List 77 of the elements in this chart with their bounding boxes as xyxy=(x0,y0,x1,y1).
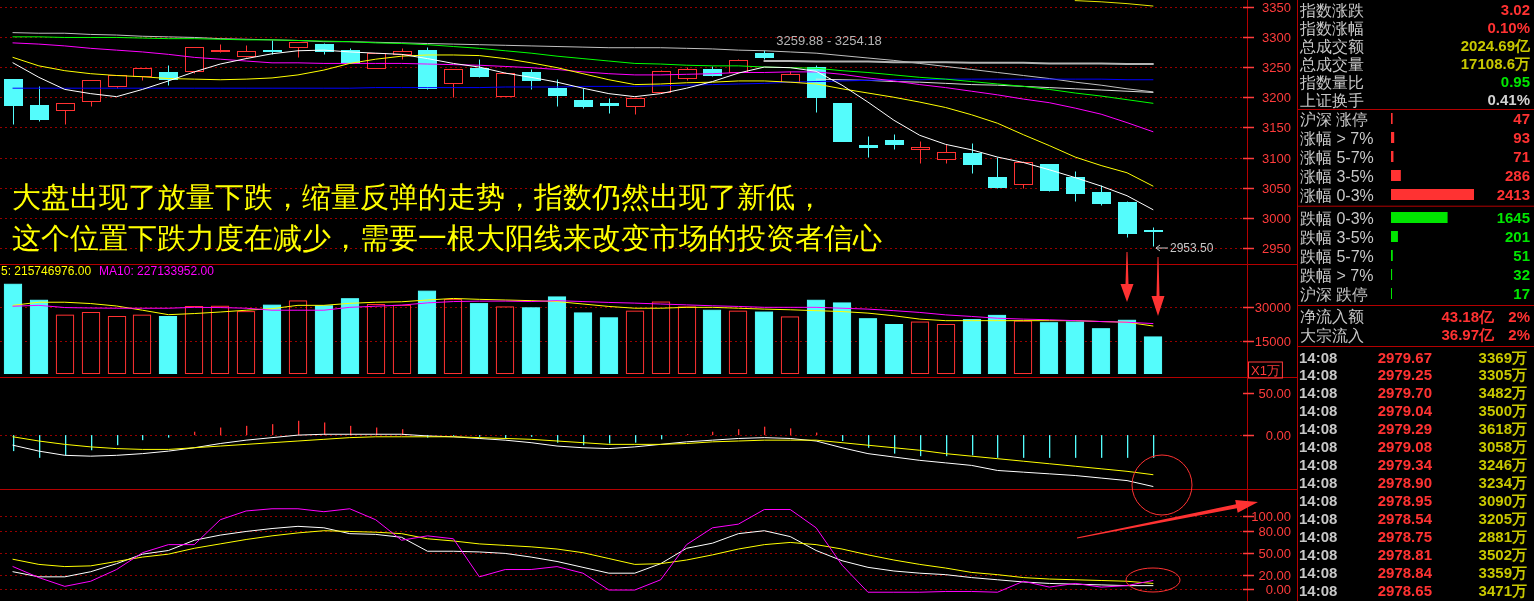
text: 0.41% xyxy=(1487,91,1530,108)
text: 14:08 2978.95 3090万 xyxy=(1299,492,1527,510)
y-tick-label: 3350 xyxy=(1262,0,1291,15)
text: 14:08 2979.25 3305万 xyxy=(1299,366,1527,384)
text: 上证换手 xyxy=(1300,91,1364,109)
y-tick-label: 涨幅 0-3% xyxy=(1300,186,1374,204)
y-tick-label: 3100 xyxy=(1262,151,1291,166)
y-tick-label: 跌幅 3-5% xyxy=(1300,228,1374,246)
y-tick-label: 0.00 xyxy=(1265,582,1291,597)
y-tick-label: 30000 xyxy=(1254,300,1291,315)
y-tick-label: 跌幅 5-7% xyxy=(1300,247,1374,265)
y-tick-label: 跌幅 0-3% xyxy=(1300,209,1374,227)
y-tick-label: 3200 xyxy=(1262,90,1291,105)
y-tick-label: 3300 xyxy=(1262,30,1291,45)
text: 0.95 xyxy=(1500,73,1530,90)
text: 14:08 2979.70 3482万 xyxy=(1299,384,1527,402)
text: 指数量比 xyxy=(1299,73,1364,91)
y-tick-label: 沪深 涨停 xyxy=(1300,110,1369,128)
text: MA10: 227133952.00 xyxy=(99,264,215,278)
data-label: 1645 xyxy=(1496,209,1530,226)
text: 14:08 2978.54 3205万 xyxy=(1299,510,1527,528)
data-label: 51 xyxy=(1513,247,1530,264)
text: 14:08 2978.75 2881万 xyxy=(1299,528,1527,545)
y-axis-title: X1万 xyxy=(1251,362,1280,378)
annotation: 这个位置下跌力度在减少，需要一根大阳线来改变市场的投资者信心 xyxy=(12,222,882,254)
y-tick-label: 100.00 xyxy=(1251,509,1291,524)
text: 大宗流入 xyxy=(1300,326,1364,344)
text: 总成交量 xyxy=(1299,55,1364,73)
y-tick-label: 50.00 xyxy=(1258,386,1291,401)
text: 17108.6万 xyxy=(1460,55,1530,72)
text: 3.02 xyxy=(1500,1,1530,18)
text: 总成交额 xyxy=(1299,37,1364,55)
data-label: 71 xyxy=(1513,148,1530,165)
text: 指数涨幅 xyxy=(1299,19,1364,37)
y-tick-label: 跌幅 > 7% xyxy=(1300,266,1374,284)
data-label: 47 xyxy=(1513,110,1530,127)
text: 14:08 2978.84 3359万 xyxy=(1299,563,1527,581)
data-label: 17 xyxy=(1513,285,1530,302)
text: 14:08 2978.90 3234万 xyxy=(1299,474,1527,492)
y-tick-label: 沪深 跌停 xyxy=(1300,285,1369,303)
text: 2% xyxy=(1508,307,1530,325)
y-tick-label: 3050 xyxy=(1262,181,1291,196)
series-label: 3259.88 - 3254.18 xyxy=(776,33,882,49)
text: 净流入额 xyxy=(1300,308,1364,325)
y-tick-label: 3250 xyxy=(1262,60,1291,75)
text: 14:08 2979.67 3369万 xyxy=(1299,348,1527,366)
text: 14:08 2979.04 3500万 xyxy=(1299,402,1527,420)
text: 指数涨跌 xyxy=(1299,1,1364,19)
y-tick-label: 涨幅 5-7% xyxy=(1300,148,1374,166)
y-tick-label: 0.00 xyxy=(1265,428,1291,443)
text: 36.97亿 xyxy=(1441,326,1495,343)
text: 14:08 2979.08 3058万 xyxy=(1299,438,1527,456)
y-tick-label: 3000 xyxy=(1262,211,1291,226)
data-label: 93 xyxy=(1513,129,1530,146)
y-tick-label: 2950 xyxy=(1262,241,1291,256)
data-label: 32 xyxy=(1513,266,1530,283)
text: 2953.50 xyxy=(1170,241,1214,255)
y-tick-label: 涨幅 > 7% xyxy=(1300,129,1374,147)
annotation: 大盘出现了放量下跌，缩量反弹的走势，指数仍然出现了新低， xyxy=(12,181,824,213)
text: 14:08 2978.65 3471万 xyxy=(1299,581,1527,599)
y-tick-label: 20.00 xyxy=(1258,568,1291,583)
text: 14:08 2978.81 3502万 xyxy=(1299,545,1527,563)
y-tick-label: 15000 xyxy=(1254,334,1291,349)
text: 2% xyxy=(1508,326,1530,343)
text: 0.10% xyxy=(1487,19,1530,36)
y-tick-label: 80.00 xyxy=(1258,524,1291,539)
text: 2024.69亿 xyxy=(1460,37,1531,54)
annotation: 43.18亿 xyxy=(1441,307,1495,325)
text: 5: 215746976.00 xyxy=(1,264,92,278)
y-tick-label: 50.00 xyxy=(1258,546,1291,561)
data-label: 201 xyxy=(1504,228,1530,245)
text: 14:08 2979.34 3246万 xyxy=(1299,456,1527,474)
text: 14:08 2979.29 3618万 xyxy=(1299,420,1527,438)
y-tick-label: 涨幅 3-5% xyxy=(1300,167,1374,185)
data-label: 286 xyxy=(1504,167,1530,184)
data-label: 2413 xyxy=(1496,186,1530,203)
y-tick-label: 3150 xyxy=(1262,120,1291,135)
